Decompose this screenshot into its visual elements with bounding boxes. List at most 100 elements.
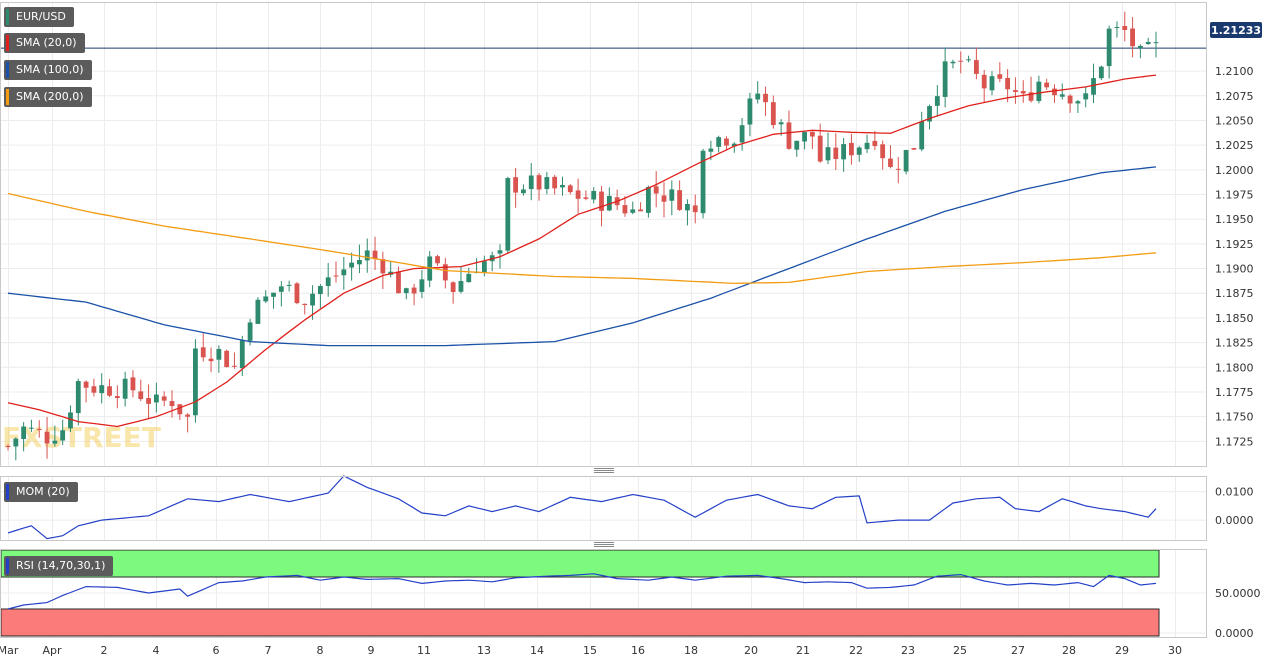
candle-body: [36, 429, 42, 431]
x-tick-label: 28: [1062, 644, 1076, 657]
candle-body: [278, 286, 284, 292]
y-tick-label: 0.0100: [1215, 486, 1254, 499]
candle-body: [599, 191, 604, 211]
sma20-label[interactable]: SMA (20,0): [4, 33, 85, 53]
candle-body: [310, 293, 315, 306]
symbol-label[interactable]: EUR/USD: [4, 7, 74, 27]
candle-body: [349, 262, 355, 268]
x-tick-label: 30: [1168, 644, 1182, 657]
x-tick-label: 15: [583, 644, 597, 657]
y-tick-label: 1.1950: [1215, 213, 1254, 226]
candle-body: [661, 195, 667, 202]
y-tick-label: 1.2100: [1215, 65, 1254, 78]
rsi-label[interactable]: RSI (14,70,30,1): [4, 556, 114, 576]
price-axis: 1.1725 1.1750 1.1775 1.1800 1.1825 1.1850 1.18…: [1215, 65, 1261, 640]
candle-body: [521, 189, 526, 194]
main-panel-frame: [0, 2, 1207, 467]
x-tick-label: Mar: [0, 644, 19, 657]
y-tick-label: 1.1775: [1215, 386, 1254, 399]
last-price-tag: 1.21233: [1210, 22, 1262, 38]
candle-body: [481, 261, 487, 273]
y-tick-label: 1.1925: [1215, 238, 1254, 251]
candle-body: [372, 250, 378, 259]
candle-body: [247, 322, 253, 341]
panel-frames: [0, 2, 1207, 638]
candle-body: [981, 74, 987, 89]
rsi-panel-frame: [0, 549, 1207, 638]
candle-body: [1052, 88, 1057, 96]
candle-body: [114, 396, 120, 399]
candle-body: [29, 427, 34, 429]
watermark-text: FXSTREET: [2, 421, 161, 454]
x-tick-label: 22: [849, 644, 863, 657]
candle-body: [575, 190, 581, 199]
oscillator-lines: [7, 475, 1157, 610]
candle-body: [606, 195, 612, 211]
candle-body: [1098, 66, 1104, 79]
candle-body: [763, 93, 768, 103]
candle-body: [177, 404, 183, 415]
candle-body: [1091, 78, 1096, 95]
y-tick-label: 1.2000: [1215, 164, 1254, 177]
symbol-swatch: [6, 9, 9, 25]
candle-body: [466, 273, 472, 283]
last-price-tag-text: 1.21233: [1211, 24, 1261, 37]
candle-body: [1106, 28, 1112, 67]
candle-body: [442, 264, 448, 281]
candle-body: [224, 350, 230, 368]
sma200-swatch: [6, 89, 9, 105]
sma100-label[interactable]: SMA (100,0): [4, 60, 92, 80]
candle-body: [1028, 92, 1034, 101]
panel-resize-handle-1[interactable]: [594, 468, 614, 473]
candle-body: [958, 60, 964, 62]
candle-body: [552, 176, 558, 189]
y-tick-label: 1.1800: [1215, 361, 1254, 374]
x-tick-label: 16: [631, 644, 645, 657]
candle-body: [208, 358, 214, 362]
candle-body: [232, 365, 237, 367]
x-tick-label: 25: [953, 644, 967, 657]
candle-body: [450, 282, 456, 292]
candle-body: [255, 299, 261, 324]
candle-body: [13, 438, 19, 447]
candle-body: [396, 271, 401, 294]
candle-body: [138, 391, 144, 400]
mom-line: [7, 475, 1157, 540]
rsi-swatch: [6, 558, 9, 574]
candle-body: [692, 205, 698, 213]
rsi-oversold-zone: [0, 608, 1160, 637]
x-tick-label: 18: [684, 644, 698, 657]
x-tick-label: 29: [1115, 644, 1129, 657]
y-tick-label: 50.0000: [1215, 587, 1261, 600]
sma200-label[interactable]: SMA (200,0): [4, 87, 92, 107]
candle-body: [622, 205, 628, 214]
candle-body: [973, 60, 979, 74]
candle-body: [91, 386, 97, 393]
candle-body: [169, 401, 175, 407]
candle-body: [122, 378, 128, 399]
x-tick-label: 2: [101, 644, 108, 657]
mom-label[interactable]: MOM (20): [4, 482, 78, 502]
candle-body: [927, 106, 932, 122]
time-axis: Mar Apr 2 4 6 7 8 9 11 13 14 15 16 18 20 21 22 23 25 27 28 29…: [0, 644, 1182, 657]
panel-resize-handle-2[interactable]: [594, 542, 614, 547]
candle-body: [528, 175, 534, 190]
candle-body: [653, 186, 659, 194]
mom-label-text: MOM (20): [16, 485, 70, 498]
candle-body: [536, 175, 542, 190]
y-tick-label: 1.2050: [1215, 114, 1254, 127]
candle-body: [497, 250, 503, 254]
sma20-label-text: SMA (20,0): [16, 36, 77, 49]
candle-body: [833, 147, 839, 160]
x-tick-label: 4: [153, 644, 160, 657]
candle-body: [911, 148, 917, 150]
sma100-swatch: [6, 62, 9, 78]
candle-body: [286, 284, 292, 286]
candle-body: [1013, 90, 1018, 92]
candle-body: [1137, 45, 1143, 49]
candle-body: [193, 348, 198, 416]
candle-body: [403, 288, 409, 294]
candle-body: [731, 143, 737, 147]
x-tick-label: 20: [744, 644, 758, 657]
